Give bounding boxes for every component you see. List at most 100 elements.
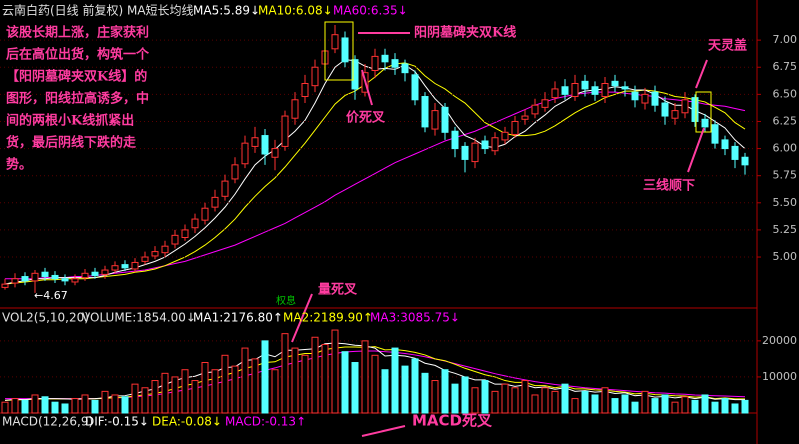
candle-body	[491, 137, 499, 152]
volume-bar	[341, 351, 349, 414]
volume-bar	[701, 394, 709, 414]
candle-body	[601, 83, 609, 98]
candle-body	[611, 80, 619, 87]
candle-body	[1, 283, 9, 288]
volume-bar	[231, 365, 239, 414]
volume-bar	[601, 387, 609, 414]
y-tick-label: 6.75	[773, 60, 798, 73]
candle-body	[531, 104, 539, 115]
candle-body	[391, 59, 399, 68]
note-line: 势。	[6, 157, 32, 173]
volume-bar	[201, 362, 209, 414]
volume-bar	[291, 347, 299, 414]
candle-body	[51, 274, 59, 280]
volume-bar	[441, 369, 449, 414]
volume-bar	[151, 380, 159, 414]
volume-bar	[731, 403, 739, 414]
volume-bar	[471, 387, 479, 414]
candle-body	[681, 99, 689, 114]
volume-bar	[501, 383, 509, 414]
volume-bar	[721, 398, 729, 414]
y-tick-label: 10000	[762, 370, 797, 383]
volume-bar	[531, 394, 539, 414]
candle-body	[551, 88, 559, 99]
volume-bar	[51, 401, 59, 414]
volume-bar	[431, 380, 439, 414]
candle-body	[231, 164, 239, 180]
volume-bar	[401, 365, 409, 414]
ma-line	[5, 91, 746, 280]
candle-body	[621, 86, 629, 90]
candle-body	[351, 59, 359, 90]
annotation: MACD死叉	[412, 412, 493, 430]
candle-body	[431, 110, 439, 130]
y-tick-label: 5.50	[773, 196, 798, 209]
arrows	[291, 32, 708, 437]
candle-body	[121, 264, 129, 269]
y-tick-label: 6.00	[773, 142, 798, 155]
arrow	[291, 293, 313, 343]
candle-body	[721, 139, 729, 150]
legend-entry: MACD:-0.13↑	[225, 415, 306, 429]
volume-bar	[711, 401, 719, 414]
candle-body	[201, 207, 209, 221]
candle-body	[461, 145, 469, 160]
volume-bar	[361, 340, 369, 414]
candle-body	[101, 269, 109, 275]
legend-entry: MA3:3085.75↓	[370, 311, 460, 325]
legend-entry: MA60:6.35↓	[333, 4, 408, 18]
candle-body	[561, 86, 569, 95]
volume-bar	[301, 354, 309, 414]
candle-body	[501, 131, 509, 141]
volume-bar	[681, 396, 689, 414]
candle-body	[471, 142, 479, 163]
candle-body	[81, 272, 89, 279]
arrow	[695, 59, 708, 89]
candle-body	[291, 99, 299, 119]
arrow	[361, 425, 406, 437]
volume-bar	[61, 403, 69, 414]
volume-bar	[41, 396, 49, 414]
volume-bar	[671, 401, 679, 414]
candle-body	[341, 37, 349, 63]
candle-body	[511, 120, 519, 135]
candle-body	[261, 135, 269, 155]
y-tick-label: 6.50	[773, 87, 798, 100]
volume-bar	[621, 394, 629, 414]
legend-entry: MA1:2176.80↑	[193, 311, 283, 325]
volume-bar	[611, 398, 619, 414]
y-tick-label: 5.75	[773, 169, 798, 182]
volume-bar	[351, 362, 359, 414]
candle-body	[371, 55, 379, 71]
candle-body	[11, 278, 19, 284]
note-line: 该股长期上涨，庄家获利	[6, 25, 149, 41]
candle-body	[661, 102, 669, 117]
annotation: 三线顺下	[643, 178, 695, 194]
y-tick-label: 20000	[762, 334, 797, 347]
volume-bar	[571, 398, 579, 414]
candle-body	[241, 142, 249, 165]
candle-body	[311, 66, 319, 87]
legend-entry: MA5:5.89↓	[193, 4, 260, 18]
volume-bar	[321, 343, 329, 414]
candle-body	[411, 74, 419, 101]
volume-bar	[11, 398, 19, 414]
volume-bar	[1, 401, 9, 414]
volume-bar	[171, 376, 179, 414]
volume-bar	[651, 398, 659, 414]
annotation: 量死叉	[318, 283, 358, 298]
ma-line	[4, 342, 745, 401]
volume-bar	[641, 390, 649, 414]
volume-label: VOLUME:1854.00↓	[82, 311, 196, 325]
volume-bar	[381, 369, 389, 414]
panel-title: MACD(12,26,9)	[2, 415, 93, 429]
arrow	[361, 69, 373, 106]
volume-bar	[411, 358, 419, 414]
volume-bar	[131, 383, 139, 414]
volume-bar	[221, 354, 229, 414]
candle-body	[701, 118, 709, 128]
y-tick-label: 6.25	[773, 114, 798, 127]
legend-entry: DEA:-0.08↓	[152, 415, 222, 429]
candle-body	[401, 63, 409, 74]
volume-bar	[141, 387, 149, 414]
